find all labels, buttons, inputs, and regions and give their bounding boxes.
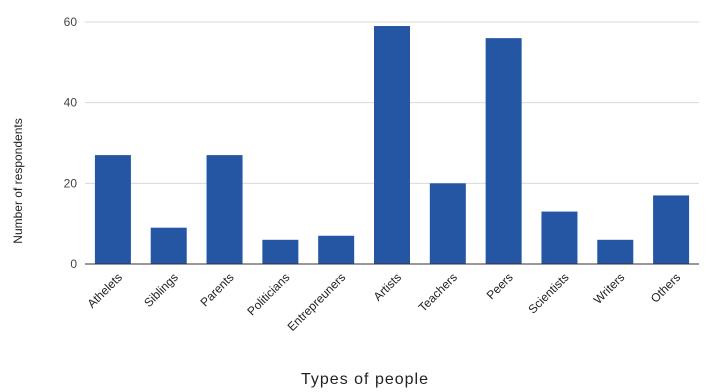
bar-others xyxy=(653,195,690,264)
x-tick-label: Artists xyxy=(371,270,404,303)
x-tick-label: Teachers xyxy=(416,270,460,314)
y-tick-label: 0 xyxy=(70,257,77,271)
x-tick-label: Peers xyxy=(484,270,516,302)
bars xyxy=(94,26,690,265)
x-tick-labels: Athelets Siblings Parents PoliticiansEntrep… xyxy=(84,270,683,334)
bar-writers xyxy=(597,239,634,264)
y-tick-labels: 0 20 40 60 xyxy=(64,15,78,271)
y-tick-label: 60 xyxy=(64,15,78,29)
bar-artists xyxy=(374,26,410,265)
x-tick-label: Entrepreuners xyxy=(285,270,349,334)
bar-siblings xyxy=(150,227,187,264)
x-tick-label: Siblings xyxy=(141,270,181,310)
x-tick-label: Politicians xyxy=(244,270,292,318)
bar-teachers xyxy=(429,183,466,264)
y-tick-label: 40 xyxy=(64,96,78,110)
bar-scientists xyxy=(541,211,578,264)
bar-parents xyxy=(206,155,243,264)
x-tick-label: Parents xyxy=(198,270,237,309)
x-axis-title: Types of people xyxy=(301,371,429,388)
bar-entrepreuners xyxy=(318,235,355,264)
x-tick-label: Athelets xyxy=(84,270,125,311)
bar-peers xyxy=(485,38,522,265)
bar-athelets xyxy=(94,155,131,264)
y-tick-label: 20 xyxy=(64,176,78,190)
bar-politicians xyxy=(262,239,299,264)
y-axis-title: Number of respondents xyxy=(11,118,25,243)
x-tick-label: Scientists xyxy=(525,270,571,316)
x-tick-label: Others xyxy=(648,270,683,305)
x-tick-label: Writers xyxy=(591,270,628,307)
